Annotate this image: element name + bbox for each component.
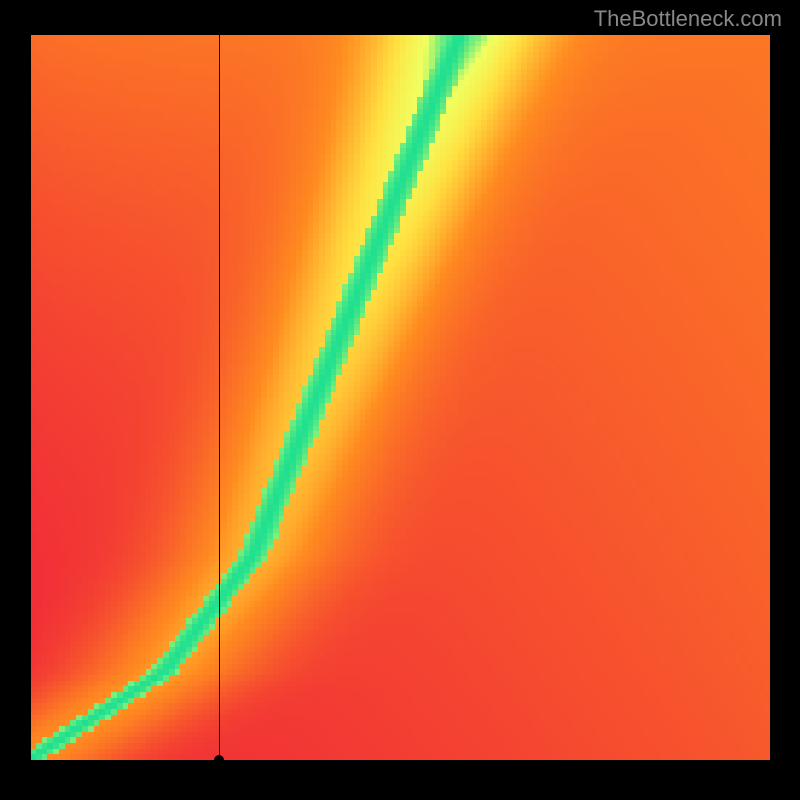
selected-point-marker[interactable] [214,755,224,765]
y-axis [30,35,31,760]
chart-container: TheBottleneck.com [0,0,800,800]
crosshair-vertical [219,35,220,760]
watermark-text: TheBottleneck.com [594,6,782,32]
heatmap-canvas [30,35,770,760]
plot-area [30,35,770,760]
x-axis [30,760,770,761]
